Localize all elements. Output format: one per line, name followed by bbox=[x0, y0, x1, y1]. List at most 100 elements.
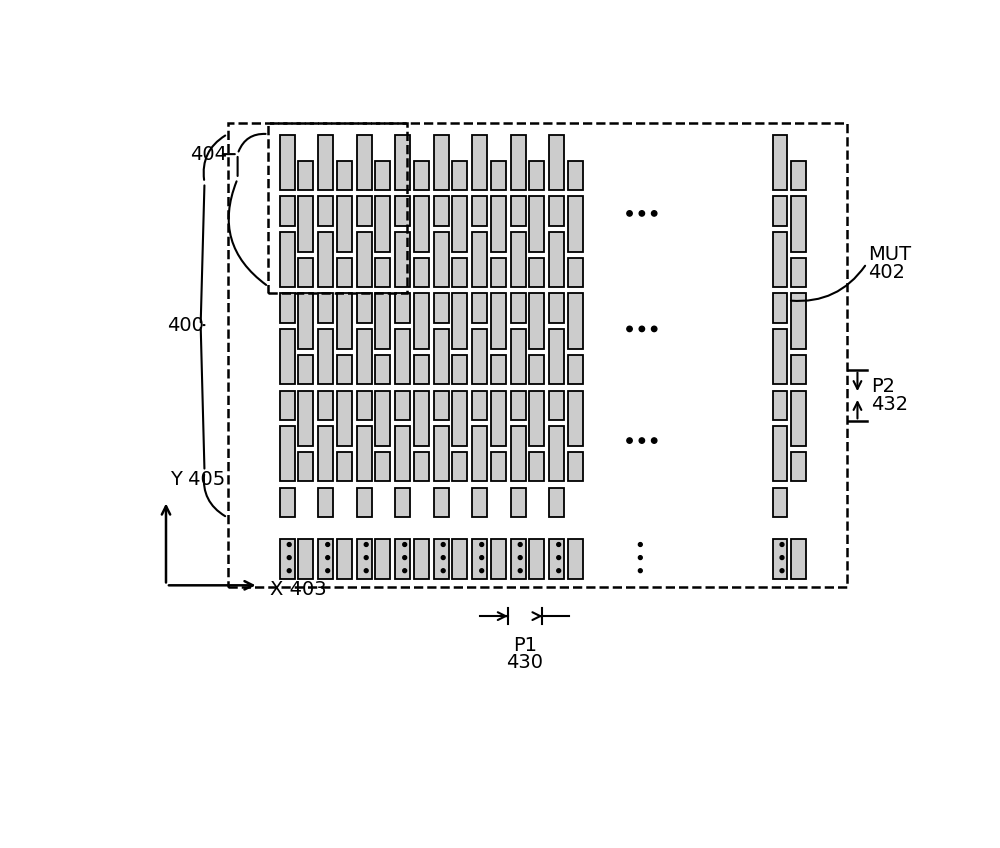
Bar bbox=[472, 329, 487, 384]
Bar bbox=[791, 539, 806, 579]
Circle shape bbox=[780, 569, 784, 572]
Bar bbox=[434, 232, 449, 287]
Bar bbox=[357, 293, 372, 323]
Circle shape bbox=[287, 555, 291, 560]
Bar bbox=[395, 232, 410, 287]
Circle shape bbox=[651, 326, 657, 332]
Circle shape bbox=[557, 555, 561, 560]
Bar bbox=[318, 232, 333, 287]
Bar bbox=[511, 426, 526, 482]
Bar bbox=[375, 258, 390, 287]
Circle shape bbox=[441, 555, 445, 560]
Bar bbox=[337, 293, 352, 349]
Circle shape bbox=[627, 210, 632, 216]
Bar bbox=[318, 329, 333, 384]
Bar bbox=[375, 293, 390, 349]
Bar bbox=[568, 355, 583, 384]
Circle shape bbox=[287, 569, 291, 572]
Bar bbox=[337, 355, 352, 384]
Circle shape bbox=[403, 569, 407, 572]
Bar bbox=[549, 135, 564, 190]
Bar bbox=[491, 161, 506, 190]
Bar bbox=[280, 426, 295, 482]
Text: 404: 404 bbox=[190, 145, 227, 164]
Bar bbox=[529, 391, 544, 446]
Circle shape bbox=[780, 555, 784, 560]
Bar bbox=[395, 391, 410, 420]
Circle shape bbox=[364, 543, 368, 546]
Circle shape bbox=[326, 555, 330, 560]
Bar bbox=[357, 539, 372, 579]
Bar bbox=[280, 293, 295, 323]
Bar bbox=[791, 293, 806, 349]
Bar bbox=[280, 329, 295, 384]
Circle shape bbox=[441, 569, 445, 572]
Bar bbox=[298, 161, 313, 190]
Bar bbox=[280, 232, 295, 287]
Bar bbox=[434, 391, 449, 420]
Bar bbox=[472, 135, 487, 190]
Circle shape bbox=[480, 569, 484, 572]
Bar bbox=[414, 355, 429, 384]
Bar bbox=[395, 539, 410, 579]
Bar bbox=[791, 391, 806, 446]
Circle shape bbox=[441, 543, 445, 546]
Circle shape bbox=[651, 210, 657, 216]
Bar bbox=[472, 232, 487, 287]
Bar bbox=[791, 197, 806, 252]
Text: 430: 430 bbox=[506, 653, 543, 672]
Bar bbox=[337, 452, 352, 482]
Bar bbox=[318, 539, 333, 579]
Bar bbox=[414, 293, 429, 349]
Bar bbox=[472, 539, 487, 579]
Bar bbox=[228, 123, 847, 587]
Bar bbox=[511, 197, 526, 226]
Bar bbox=[298, 391, 313, 446]
Bar bbox=[434, 539, 449, 579]
Bar bbox=[472, 426, 487, 482]
Bar bbox=[452, 355, 467, 384]
Bar bbox=[434, 293, 449, 323]
Bar bbox=[395, 488, 410, 516]
Bar bbox=[452, 197, 467, 252]
Circle shape bbox=[364, 569, 368, 572]
Bar bbox=[511, 232, 526, 287]
Bar bbox=[337, 539, 352, 579]
Bar bbox=[568, 293, 583, 349]
Text: P2: P2 bbox=[871, 377, 895, 396]
Circle shape bbox=[639, 326, 645, 332]
Circle shape bbox=[480, 555, 484, 560]
Bar bbox=[280, 135, 295, 190]
Bar bbox=[773, 197, 787, 226]
Circle shape bbox=[480, 543, 484, 546]
Bar bbox=[491, 452, 506, 482]
Bar bbox=[337, 161, 352, 190]
Bar bbox=[773, 391, 787, 420]
Bar bbox=[452, 391, 467, 446]
Bar bbox=[434, 329, 449, 384]
Bar bbox=[511, 329, 526, 384]
Circle shape bbox=[518, 569, 522, 572]
Circle shape bbox=[557, 543, 561, 546]
Circle shape bbox=[627, 438, 632, 444]
Bar bbox=[511, 539, 526, 579]
Bar bbox=[375, 197, 390, 252]
Circle shape bbox=[518, 543, 522, 546]
Circle shape bbox=[638, 555, 642, 560]
Bar bbox=[318, 426, 333, 482]
Bar bbox=[491, 391, 506, 446]
Bar bbox=[395, 329, 410, 384]
Bar bbox=[395, 135, 410, 190]
Bar bbox=[472, 197, 487, 226]
Bar bbox=[434, 135, 449, 190]
Bar bbox=[568, 539, 583, 579]
Bar bbox=[268, 123, 407, 293]
Bar bbox=[472, 293, 487, 323]
Bar bbox=[472, 488, 487, 516]
Bar bbox=[568, 391, 583, 446]
Bar bbox=[375, 539, 390, 579]
Bar bbox=[529, 258, 544, 287]
Bar bbox=[280, 488, 295, 516]
Bar bbox=[773, 293, 787, 323]
Bar bbox=[773, 426, 787, 482]
